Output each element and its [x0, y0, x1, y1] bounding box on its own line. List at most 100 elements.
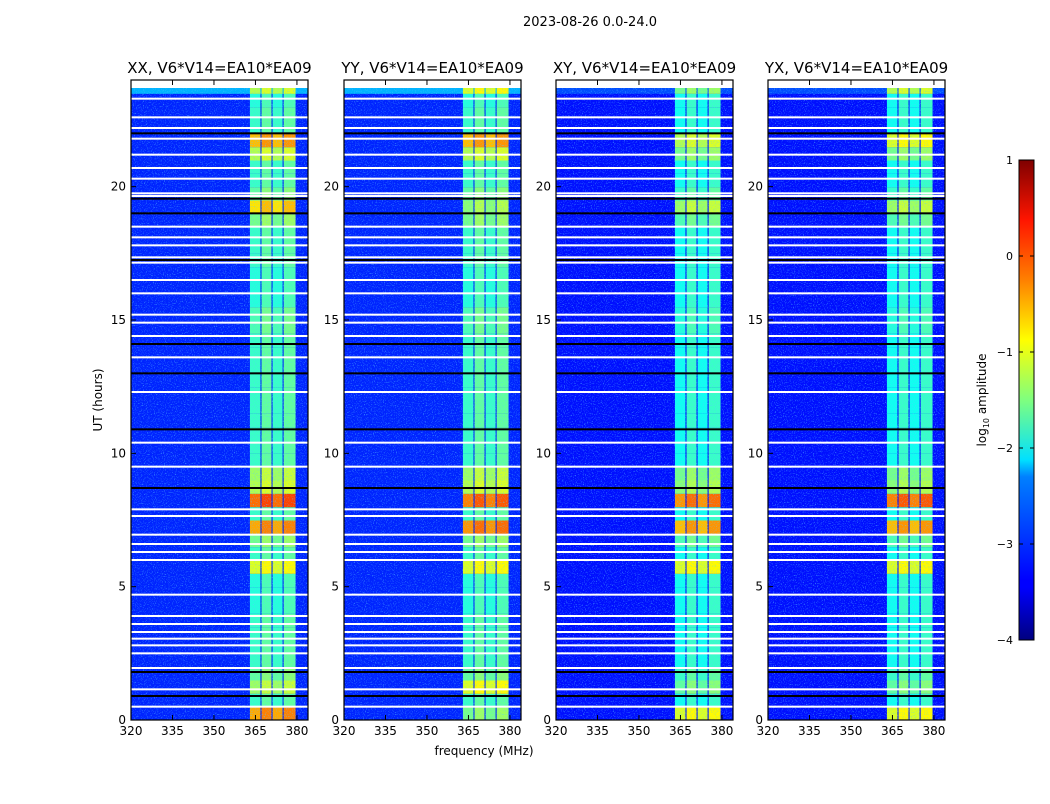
flagged-row [768, 543, 945, 545]
x-tick-label: 380 [285, 724, 308, 738]
flagged-row [131, 515, 308, 517]
flagged-row [556, 225, 733, 228]
panel-title: YY, V6*V14=EA10*EA09 [340, 59, 523, 77]
flagged-row [131, 652, 308, 655]
x-tick-label: 350 [628, 724, 651, 738]
top-blank-row [344, 80, 521, 88]
flagged-row [768, 335, 945, 337]
flagged-row [131, 441, 308, 444]
flagged-row [344, 292, 521, 295]
colorbar-tick-label: −3 [997, 538, 1013, 551]
zero-row [344, 343, 521, 345]
y-tick-label: 20 [748, 180, 763, 194]
flagged-row [556, 127, 733, 129]
noise-texture [131, 80, 308, 720]
flagged-row [131, 244, 308, 247]
flagged-row [131, 356, 308, 359]
flagged-row [768, 236, 945, 239]
flagged-row [768, 533, 945, 536]
zero-row [344, 259, 521, 261]
flagged-row [768, 705, 945, 708]
zero-row [131, 132, 308, 135]
flagged-row [131, 313, 308, 316]
zero-row [131, 343, 308, 345]
flagged-row [556, 533, 733, 536]
flagged-row [556, 335, 733, 337]
plot-frame [555, 79, 734, 721]
flagged-row [556, 321, 733, 324]
colorbar-tick-label: 0 [1006, 250, 1013, 263]
x-tick-label: 335 [161, 724, 184, 738]
y-tick-label: 20 [111, 180, 126, 194]
flagged-row [768, 292, 945, 295]
x-tick-label: 365 [244, 724, 267, 738]
flagged-row [556, 515, 733, 517]
flagged-row [344, 688, 521, 691]
flagged-row [768, 225, 945, 228]
flagged-row [768, 631, 945, 633]
colorbar-tick-label: −4 [997, 634, 1013, 647]
y-tick-label: 0 [755, 713, 763, 727]
flagged-row [768, 644, 945, 647]
flagged-row [556, 637, 733, 640]
flagged-row [131, 705, 308, 708]
flagged-row [131, 279, 308, 281]
zero-row [768, 695, 945, 697]
flagged-row [344, 644, 521, 647]
zero-row [131, 695, 308, 697]
flagged-row [768, 441, 945, 444]
flagged-row [344, 153, 521, 156]
top-blank-row [131, 80, 308, 88]
flagged-row [556, 313, 733, 316]
x-tick-label: 365 [881, 724, 904, 738]
plot-frame [343, 79, 522, 721]
flagged-row [768, 279, 945, 281]
flagged-row [131, 236, 308, 239]
zero-row [344, 671, 521, 673]
x-tick-label: 365 [669, 724, 692, 738]
zero-row [768, 197, 945, 200]
flagged-row [131, 97, 308, 100]
zero-row [131, 671, 308, 673]
flagged-row [131, 116, 308, 119]
flagged-row [768, 615, 945, 617]
flagged-row [131, 391, 308, 393]
flagged-row [344, 615, 521, 617]
flagged-row [344, 623, 521, 625]
y-tick-label: 5 [331, 580, 339, 594]
plot-frame [767, 79, 946, 721]
flagged-row [131, 508, 308, 511]
zero-row [768, 487, 945, 489]
flagged-row [344, 116, 521, 119]
flagged-row [556, 153, 733, 156]
y-tick-label: 0 [118, 713, 126, 727]
noise-texture [556, 80, 733, 720]
zero-row [768, 428, 945, 431]
y-tick-label: 5 [118, 580, 126, 594]
flagged-row [556, 292, 733, 295]
flagged-row [131, 623, 308, 625]
flagged-row [344, 261, 521, 264]
flagged-row [131, 127, 308, 129]
flagged-row [131, 292, 308, 295]
flagged-row [556, 508, 733, 511]
flagged-row [344, 508, 521, 511]
flagged-row [556, 192, 733, 195]
flagged-row [556, 261, 733, 264]
x-tick-label: 335 [374, 724, 397, 738]
flagged-row [768, 559, 945, 561]
zero-row [344, 695, 521, 697]
flagged-row [556, 279, 733, 281]
zero-row [131, 197, 308, 200]
flagged-row [556, 667, 733, 669]
flagged-row [131, 631, 308, 633]
flagged-row [768, 116, 945, 119]
figure-title: 2023-08-26 0.0-24.0 [523, 15, 657, 30]
flagged-row [344, 195, 521, 197]
x-tick-label: 380 [710, 724, 733, 738]
zero-row [344, 212, 521, 215]
flagged-row [131, 615, 308, 617]
panel-title: YX, V6*V14=EA10*EA09 [764, 59, 948, 77]
zero-row [131, 259, 308, 261]
flagged-row [131, 551, 308, 553]
